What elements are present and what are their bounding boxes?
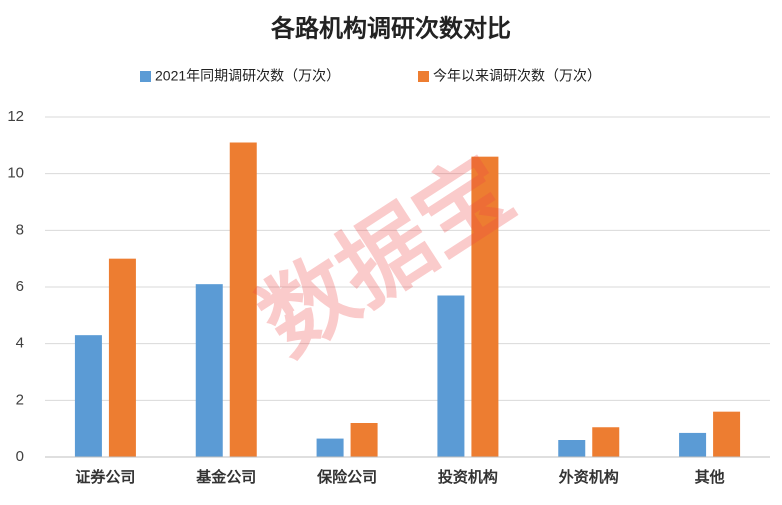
bar — [108, 258, 136, 457]
bar — [679, 432, 707, 457]
y-tick-label: 4 — [16, 335, 24, 352]
bar — [229, 142, 257, 457]
bar — [350, 423, 378, 457]
chart-title: 各路机构调研次数对比 — [270, 14, 511, 42]
bar — [74, 335, 102, 457]
bar — [471, 156, 499, 457]
y-tick-label: 10 — [7, 165, 24, 182]
y-tick-label: 2 — [16, 391, 24, 408]
x-tick-label: 证券公司 — [75, 468, 135, 486]
y-tick-label: 12 — [7, 108, 24, 125]
legend-swatch — [418, 71, 429, 82]
y-tick-label: 6 — [16, 278, 24, 295]
bar — [195, 284, 223, 457]
x-tick-label: 投资机构 — [438, 468, 498, 486]
legend-label: 今年以来调研次数（万次） — [433, 68, 601, 84]
x-tick-label: 保险公司 — [316, 468, 377, 486]
bar — [316, 438, 344, 457]
x-tick-label: 外资机构 — [558, 468, 619, 486]
y-tick-label: 8 — [16, 221, 24, 238]
legend-swatch — [140, 71, 151, 82]
x-tick-label: 其他 — [695, 468, 725, 486]
x-tick-label: 基金公司 — [195, 468, 256, 486]
bar — [437, 295, 465, 457]
legend-label: 2021年同期调研次数（万次） — [155, 68, 340, 84]
bar — [713, 411, 741, 457]
bar — [558, 440, 586, 457]
bar — [592, 427, 620, 457]
y-tick-label: 0 — [16, 448, 24, 465]
